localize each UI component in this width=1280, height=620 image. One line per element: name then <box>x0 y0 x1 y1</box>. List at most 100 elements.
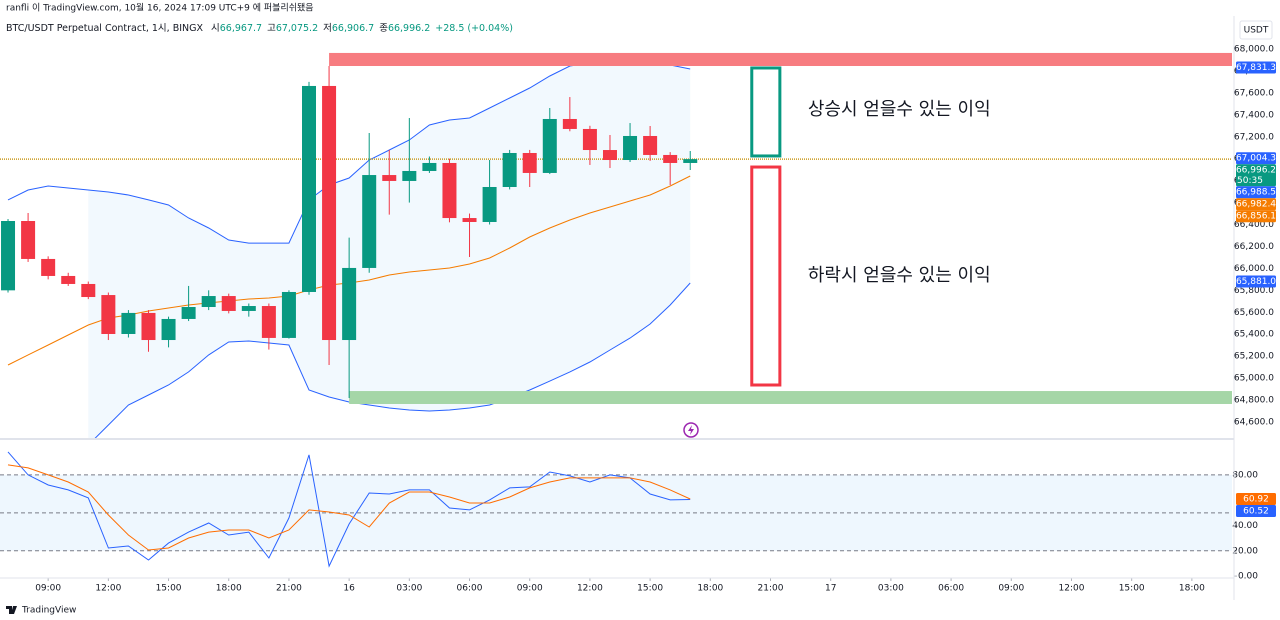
tv-logo <box>6 606 17 614</box>
price-badge <box>1236 186 1276 199</box>
price-zone <box>329 52 1233 66</box>
candle-body <box>21 221 36 259</box>
y-tick-label: 65,600.0 <box>1234 308 1274 318</box>
price-badge-label: 67,004.3 <box>1236 154 1276 164</box>
price-badge <box>1236 198 1276 211</box>
price-badge-label: 66,982.4 <box>1236 200 1276 210</box>
price-zone <box>349 391 1232 404</box>
candle-body <box>101 295 116 334</box>
candle-body <box>442 162 457 219</box>
candle-body <box>121 312 136 334</box>
y-tick-label: 65,000.0 <box>1234 374 1274 384</box>
price-badge <box>1236 275 1276 288</box>
x-tick-label: 06:00 <box>457 584 483 594</box>
price-badge-label: 66,856.1 <box>1236 212 1276 222</box>
y-tick-label: 66,400.0 <box>1234 220 1274 230</box>
candle-body <box>402 170 417 181</box>
candle-body <box>582 128 597 151</box>
price-badge-label: 60.92 <box>1243 495 1269 505</box>
candle-body <box>542 118 557 173</box>
x-tick-label: 09:00 <box>517 584 543 594</box>
candle-body <box>41 258 56 276</box>
candle-body <box>141 312 156 341</box>
range-box <box>750 165 782 387</box>
oscillator-line <box>7 464 691 551</box>
candle-body <box>683 159 698 163</box>
y-tick-label: 67,200.0 <box>1234 132 1274 142</box>
y-tick-label: 68,000.0 <box>1234 44 1274 54</box>
change: +28.5 (+0.04%) <box>435 23 513 34</box>
x-tick-label: 21:00 <box>758 584 784 594</box>
y-tick-label: 65,200.0 <box>1234 352 1274 362</box>
price-badge <box>1236 210 1276 223</box>
x-tick-label: 12:00 <box>1059 584 1085 594</box>
candle-body <box>61 275 76 284</box>
ohlc-value: 66,906.7 <box>332 23 374 34</box>
currency-box[interactable] <box>1239 20 1273 40</box>
y-tick-label: 66,000.0 <box>1234 264 1274 274</box>
x-tick-label: 09:00 <box>998 584 1024 594</box>
y-tick-label: 64,800.0 <box>1234 396 1274 406</box>
candle-body <box>1 221 16 291</box>
candle-body <box>602 150 617 161</box>
y-tick-label: 67,600.0 <box>1234 88 1274 98</box>
candle-body <box>362 175 377 268</box>
candle-body <box>302 85 317 292</box>
candle-body <box>623 135 638 161</box>
x-tick-label: 15:00 <box>1119 584 1145 594</box>
candle-body <box>261 306 276 338</box>
candle-body <box>462 218 477 222</box>
candle-body <box>161 318 176 341</box>
price-badge <box>1236 493 1276 506</box>
ohlc-label: 고 <box>267 23 276 34</box>
y-tick-label: 0.00 <box>1238 572 1258 582</box>
candle-body <box>382 175 397 181</box>
candle-body <box>342 267 357 341</box>
candle-body <box>522 152 537 173</box>
candle-body <box>81 283 96 298</box>
x-tick-label: 17 <box>825 584 836 594</box>
countdown: 50:35 <box>1237 176 1263 186</box>
x-tick-label: 06:00 <box>938 584 964 594</box>
candle-body <box>281 291 296 338</box>
y-tick-label: 67,400.0 <box>1234 110 1274 120</box>
x-tick-label: 09:00 <box>35 584 61 594</box>
candle-body <box>562 118 577 129</box>
x-tick-label: 03:00 <box>396 584 422 594</box>
y-tick-label: 40.00 <box>1232 521 1258 531</box>
ohlc-value: 66,967.7 <box>220 23 262 34</box>
price-badge <box>1236 164 1276 187</box>
ohlc-label: 저 <box>323 23 332 34</box>
oscillator-pane <box>0 451 1232 568</box>
price-badge-label: 65,881.0 <box>1236 277 1276 287</box>
publish-info: ranfli 이 TradingView.com, 10월 16, 2024 1… <box>6 2 314 14</box>
y-tick-label: 20.00 <box>1232 546 1258 556</box>
x-tick-label: 15:00 <box>637 584 663 594</box>
alert-icon[interactable] <box>683 422 699 438</box>
x-tick-label: 16 <box>343 584 355 594</box>
x-tick-label: 18:00 <box>1179 584 1205 594</box>
y-tick-label: 66,200.0 <box>1234 242 1274 252</box>
box-note: 상승시 얻을수 있는 이익 <box>808 99 991 120</box>
y-tick-label: 65,800.0 <box>1234 286 1274 296</box>
candle-body <box>241 306 256 311</box>
ohlc-label: 종 <box>379 23 388 34</box>
price-badge-label: 66,996.2 <box>1236 166 1276 176</box>
axes: 68,000.067,800.067,600.067,400.067,200.0… <box>35 44 1276 593</box>
x-tick-label: 12:00 <box>577 584 603 594</box>
x-tick-label: 03:00 <box>878 584 904 594</box>
candle-body <box>422 162 437 171</box>
x-tick-label: 12:00 <box>95 584 121 594</box>
y-tick-label: 64,600.0 <box>1234 417 1274 427</box>
y-tick-label: 65,400.0 <box>1234 330 1274 340</box>
candle-body <box>322 85 337 341</box>
price-badge <box>1236 61 1276 74</box>
ohlc-value: 66,996.2 <box>388 23 430 34</box>
legend: BTC/USDT Perpetual Contract, 1시, BINGX 시6… <box>6 23 513 34</box>
price-badge-label: 66,988.5 <box>1236 188 1276 198</box>
price-badge <box>1236 505 1276 518</box>
candle-body <box>663 154 678 163</box>
box-note: 하락시 얻을수 있는 이익 <box>808 265 991 286</box>
